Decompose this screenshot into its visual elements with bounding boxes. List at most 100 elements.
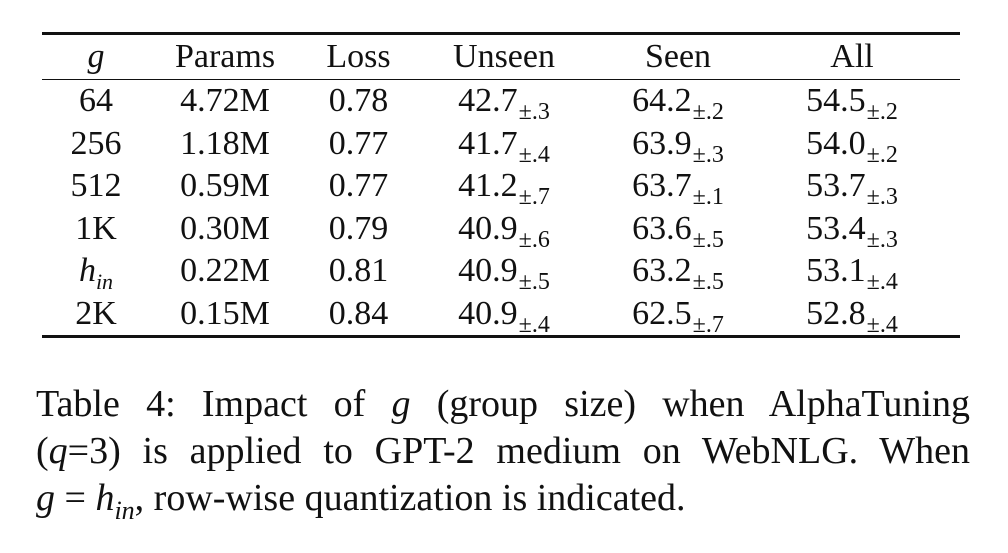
cell-all-std: ±.3 xyxy=(866,226,898,253)
cell-all-mean: 53.7 xyxy=(806,167,866,205)
table-row: 1K 0.30M 0.79 40.9±.6 63.6±.5 53.4±.3 xyxy=(42,208,960,252)
table-row: hin 0.22M 0.81 40.9±.5 63.2±.5 53.1±.4 xyxy=(42,250,960,295)
cell-unseen-mean: 40.9 xyxy=(458,209,518,247)
header-loss: Loss xyxy=(326,38,391,75)
cell-seen-mean: 62.5 xyxy=(632,294,692,332)
cell-seen: 63.2±.5 xyxy=(591,252,765,295)
cell-unseen-mean: 40.9 xyxy=(458,252,518,290)
cell-seen-mean: 63.9 xyxy=(632,124,692,162)
cell-unseen-mean: 42.7 xyxy=(458,82,518,120)
cell-seen-std: ±.7 xyxy=(692,311,724,338)
cell-loss: 0.79 xyxy=(328,209,389,247)
cell-all: 53.7±.3 xyxy=(765,167,939,210)
cell-g: 512 xyxy=(42,169,150,203)
table-row: 256 1.18M 0.77 41.7±.4 63.9±.3 54.0±.2 xyxy=(42,123,960,167)
cell-all: 52.8±.4 xyxy=(765,296,939,337)
cell-all-mean: 53.4 xyxy=(806,209,866,247)
header-params: Params xyxy=(174,38,276,75)
caption-text: Table 4: Impact of xyxy=(36,383,392,425)
caption-line-1: Table 4: Impact of g (group size) when A… xyxy=(36,381,970,428)
cell-g-value: h xyxy=(78,252,96,290)
caption-text: ( xyxy=(36,430,49,472)
cell-params: 0.15M xyxy=(180,294,270,332)
caption-math-q: q xyxy=(48,430,68,472)
cell-seen: 64.2±.2 xyxy=(591,82,765,125)
table-row: 64 4.72M 0.78 42.7±.3 64.2±.2 54.5±.2 xyxy=(42,80,960,125)
cell-seen-std: ±.1 xyxy=(692,184,724,211)
cell-g-value: 256 xyxy=(70,124,122,162)
cell-all-std: ±.4 xyxy=(866,311,898,338)
cell-g-value: 2K xyxy=(75,294,117,332)
cell-seen-mean: 64.2 xyxy=(632,82,692,120)
caption-text: (group size) when AlphaTuning xyxy=(410,383,970,425)
cell-g-value: 64 xyxy=(79,82,113,120)
cell-seen-std: ±.5 xyxy=(692,226,724,253)
caption-text: , row-wise quantization is indicated. xyxy=(134,477,686,519)
cell-seen-mean: 63.2 xyxy=(632,252,692,290)
caption-math-g: g xyxy=(391,383,411,425)
cell-seen-mean: 63.7 xyxy=(632,167,692,205)
cell-all-mean: 54.0 xyxy=(806,124,866,162)
cell-g: 256 xyxy=(42,124,150,162)
cell-seen-std: ±.2 xyxy=(692,99,724,126)
cell-all-std: ±.3 xyxy=(866,184,898,211)
cell-all: 54.5±.2 xyxy=(765,82,939,125)
header-unseen: Unseen xyxy=(453,38,555,75)
cell-unseen-mean: 41.7 xyxy=(458,124,518,162)
table-row: 2K 0.15M 0.84 40.9±.4 62.5±.7 52.8±.4 xyxy=(42,293,960,338)
cell-all-mean: 53.1 xyxy=(806,252,866,290)
cell-g-value: 1K xyxy=(75,209,117,247)
cell-all-mean: 54.5 xyxy=(806,82,866,120)
table-header-rule xyxy=(42,79,960,80)
cell-unseen-std: ±.7 xyxy=(518,184,550,211)
cell-unseen: 40.9±.4 xyxy=(417,296,591,337)
cell-unseen-std: ±.4 xyxy=(518,141,550,168)
cell-unseen: 42.7±.3 xyxy=(417,82,591,125)
cell-seen: 63.7±.1 xyxy=(591,167,765,210)
cell-unseen-std: ±.4 xyxy=(518,311,550,338)
cell-g-subscript: in xyxy=(95,269,114,295)
cell-loss: 0.81 xyxy=(328,252,389,290)
caption-line-3: g = hin, row-wise quantization is indica… xyxy=(36,475,970,525)
cell-params: 1.18M xyxy=(180,124,270,162)
caption-text: =3) is applied to GPT-2 medium on WebNLG… xyxy=(67,430,970,472)
cell-seen-std: ±.5 xyxy=(692,269,724,296)
cell-loss: 0.78 xyxy=(328,82,389,120)
cell-unseen: 40.9±.5 xyxy=(417,252,591,295)
caption-math-sub: in xyxy=(114,496,135,525)
cell-params: 0.59M xyxy=(180,167,270,205)
caption-math-h: h xyxy=(95,477,115,519)
cell-g: 64 xyxy=(42,84,150,118)
caption-line-2: (q=3) is applied to GPT-2 medium on WebN… xyxy=(36,428,970,475)
header-g: g xyxy=(87,38,105,75)
cell-unseen-std: ±.3 xyxy=(518,99,550,126)
cell-params: 0.22M xyxy=(180,252,270,290)
cell-all: 54.0±.2 xyxy=(765,124,939,167)
cell-seen-std: ±.3 xyxy=(692,141,724,168)
cell-all-std: ±.2 xyxy=(866,141,898,168)
cell-loss: 0.84 xyxy=(328,294,389,332)
cell-all: 53.1±.4 xyxy=(765,252,939,295)
cell-g-value: 512 xyxy=(70,167,122,205)
cell-seen: 63.6±.5 xyxy=(591,209,765,252)
cell-seen-mean: 63.6 xyxy=(632,209,692,247)
cell-g: 2K xyxy=(42,294,150,332)
cell-unseen: 41.2±.7 xyxy=(417,167,591,210)
results-table: g Params Loss Unseen Seen All 64 4.72M 0.7… xyxy=(42,32,960,338)
cell-loss: 0.77 xyxy=(328,167,389,205)
cell-params: 0.30M xyxy=(180,209,270,247)
cell-all: 53.4±.3 xyxy=(765,209,939,252)
cell-g: hin xyxy=(42,252,150,293)
cell-seen: 63.9±.3 xyxy=(591,124,765,167)
cell-unseen-std: ±.5 xyxy=(518,269,550,296)
cell-all-std: ±.4 xyxy=(866,269,898,296)
table-body: 64 4.72M 0.78 42.7±.3 64.2±.2 54.5±.2 256 1.18M… xyxy=(42,80,960,338)
cell-all-std: ±.2 xyxy=(866,99,898,126)
cell-params: 4.72M xyxy=(180,82,270,120)
caption-equals: = xyxy=(55,477,96,519)
table-header-row: g Params Loss Unseen Seen All xyxy=(42,35,960,79)
cell-unseen-mean: 41.2 xyxy=(458,167,518,205)
table-row: 512 0.59M 0.77 41.2±.7 63.7±.1 53.7±.3 xyxy=(42,165,960,210)
cell-unseen: 41.7±.4 xyxy=(417,124,591,167)
table-top-rule xyxy=(42,32,960,35)
